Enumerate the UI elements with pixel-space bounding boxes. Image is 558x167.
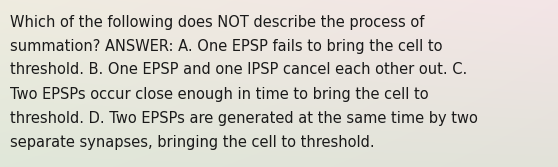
Text: Which of the following does NOT describe the process of: Which of the following does NOT describe… xyxy=(10,15,425,30)
Text: separate synapses, bringing the cell to threshold.: separate synapses, bringing the cell to … xyxy=(10,134,374,149)
Text: summation? ANSWER: A. One EPSP fails to bring the cell to: summation? ANSWER: A. One EPSP fails to … xyxy=(10,39,442,53)
Text: Two EPSPs occur close enough in time to bring the cell to: Two EPSPs occur close enough in time to … xyxy=(10,87,429,102)
Text: threshold. D. Two EPSPs are generated at the same time by two: threshold. D. Two EPSPs are generated at… xyxy=(10,111,478,125)
Text: threshold. B. One EPSP and one IPSP cancel each other out. C.: threshold. B. One EPSP and one IPSP canc… xyxy=(10,62,467,77)
